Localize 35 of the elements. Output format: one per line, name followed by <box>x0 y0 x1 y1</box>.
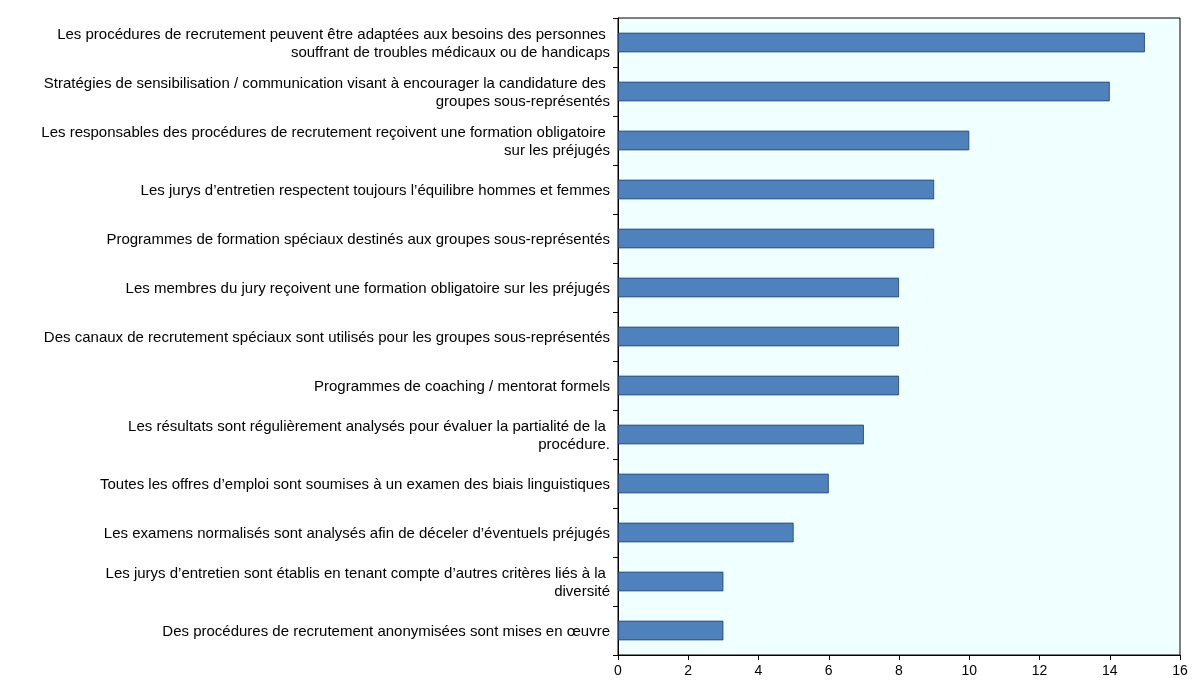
x-tick-label: 12 <box>1031 662 1048 678</box>
bar <box>618 130 970 151</box>
bar <box>618 473 829 494</box>
y-tick-label: Programmes de formation spéciaux destinés aux groupes sous-représentés <box>106 230 610 247</box>
x-tick-label: 2 <box>684 662 693 678</box>
y-tick-label: Stratégies de sensibilisation / communication visant à encourager la candidature des groupes sous-représentés <box>43 74 610 109</box>
y-tick-label: Les membres du jury reçoivent une formation obligatoire sur les préjugés <box>125 279 610 296</box>
bar <box>618 277 899 298</box>
x-tick-label: 14 <box>1101 662 1118 678</box>
y-tick-label: Les jurys d’entretien sont établis en tenant compte d’autres critères liés à la diversité <box>105 564 610 599</box>
y-tick-label: Programmes de coaching / mentorat formels <box>314 377 610 394</box>
bar <box>618 228 935 249</box>
y-tick-label: Les résultats sont régulièrement analysés pour évaluer la partialité de la procédure. <box>128 417 610 452</box>
bar <box>618 522 794 543</box>
y-tick-label: Les examens normalisés sont analysés afin de déceler d’éventuels préjugés <box>103 524 610 541</box>
bar <box>618 32 1145 53</box>
bar <box>618 620 724 641</box>
bar <box>618 326 899 347</box>
y-tick-label: Les jurys d’entretien respectent toujours l’équilibre hommes et femmes <box>140 181 610 198</box>
x-tick-label: 4 <box>754 662 763 678</box>
y-tick-label: Des procédures de recrutement anonymisées sont mises en œuvre <box>162 622 610 639</box>
bar <box>618 375 899 396</box>
x-tick-label: 6 <box>824 662 833 678</box>
bar <box>618 571 724 592</box>
x-tick-label: 8 <box>895 662 904 678</box>
bar <box>618 424 864 445</box>
y-tick-label: Les responsables des procédures de recrutement reçoivent une formation obligatoire sur les préjugés <box>41 123 610 158</box>
x-tick-label: 0 <box>614 662 623 678</box>
bar <box>618 81 1110 102</box>
y-tick-label: Toutes les offres d’emploi sont soumises à un examen des biais linguistiques <box>100 475 610 492</box>
y-tick-label: Les procédures de recrutement peuvent être adaptées aux besoins des personnes souffrant de troubles médicaux ou de handicaps <box>57 25 610 60</box>
x-tick-label: 10 <box>961 662 978 678</box>
bar <box>618 179 935 200</box>
x-tick-label: 16 <box>1172 662 1188 678</box>
y-tick-label: Des canaux de recrutement spéciaux sont utilisés pour les groupes sous-représentés <box>43 328 610 345</box>
